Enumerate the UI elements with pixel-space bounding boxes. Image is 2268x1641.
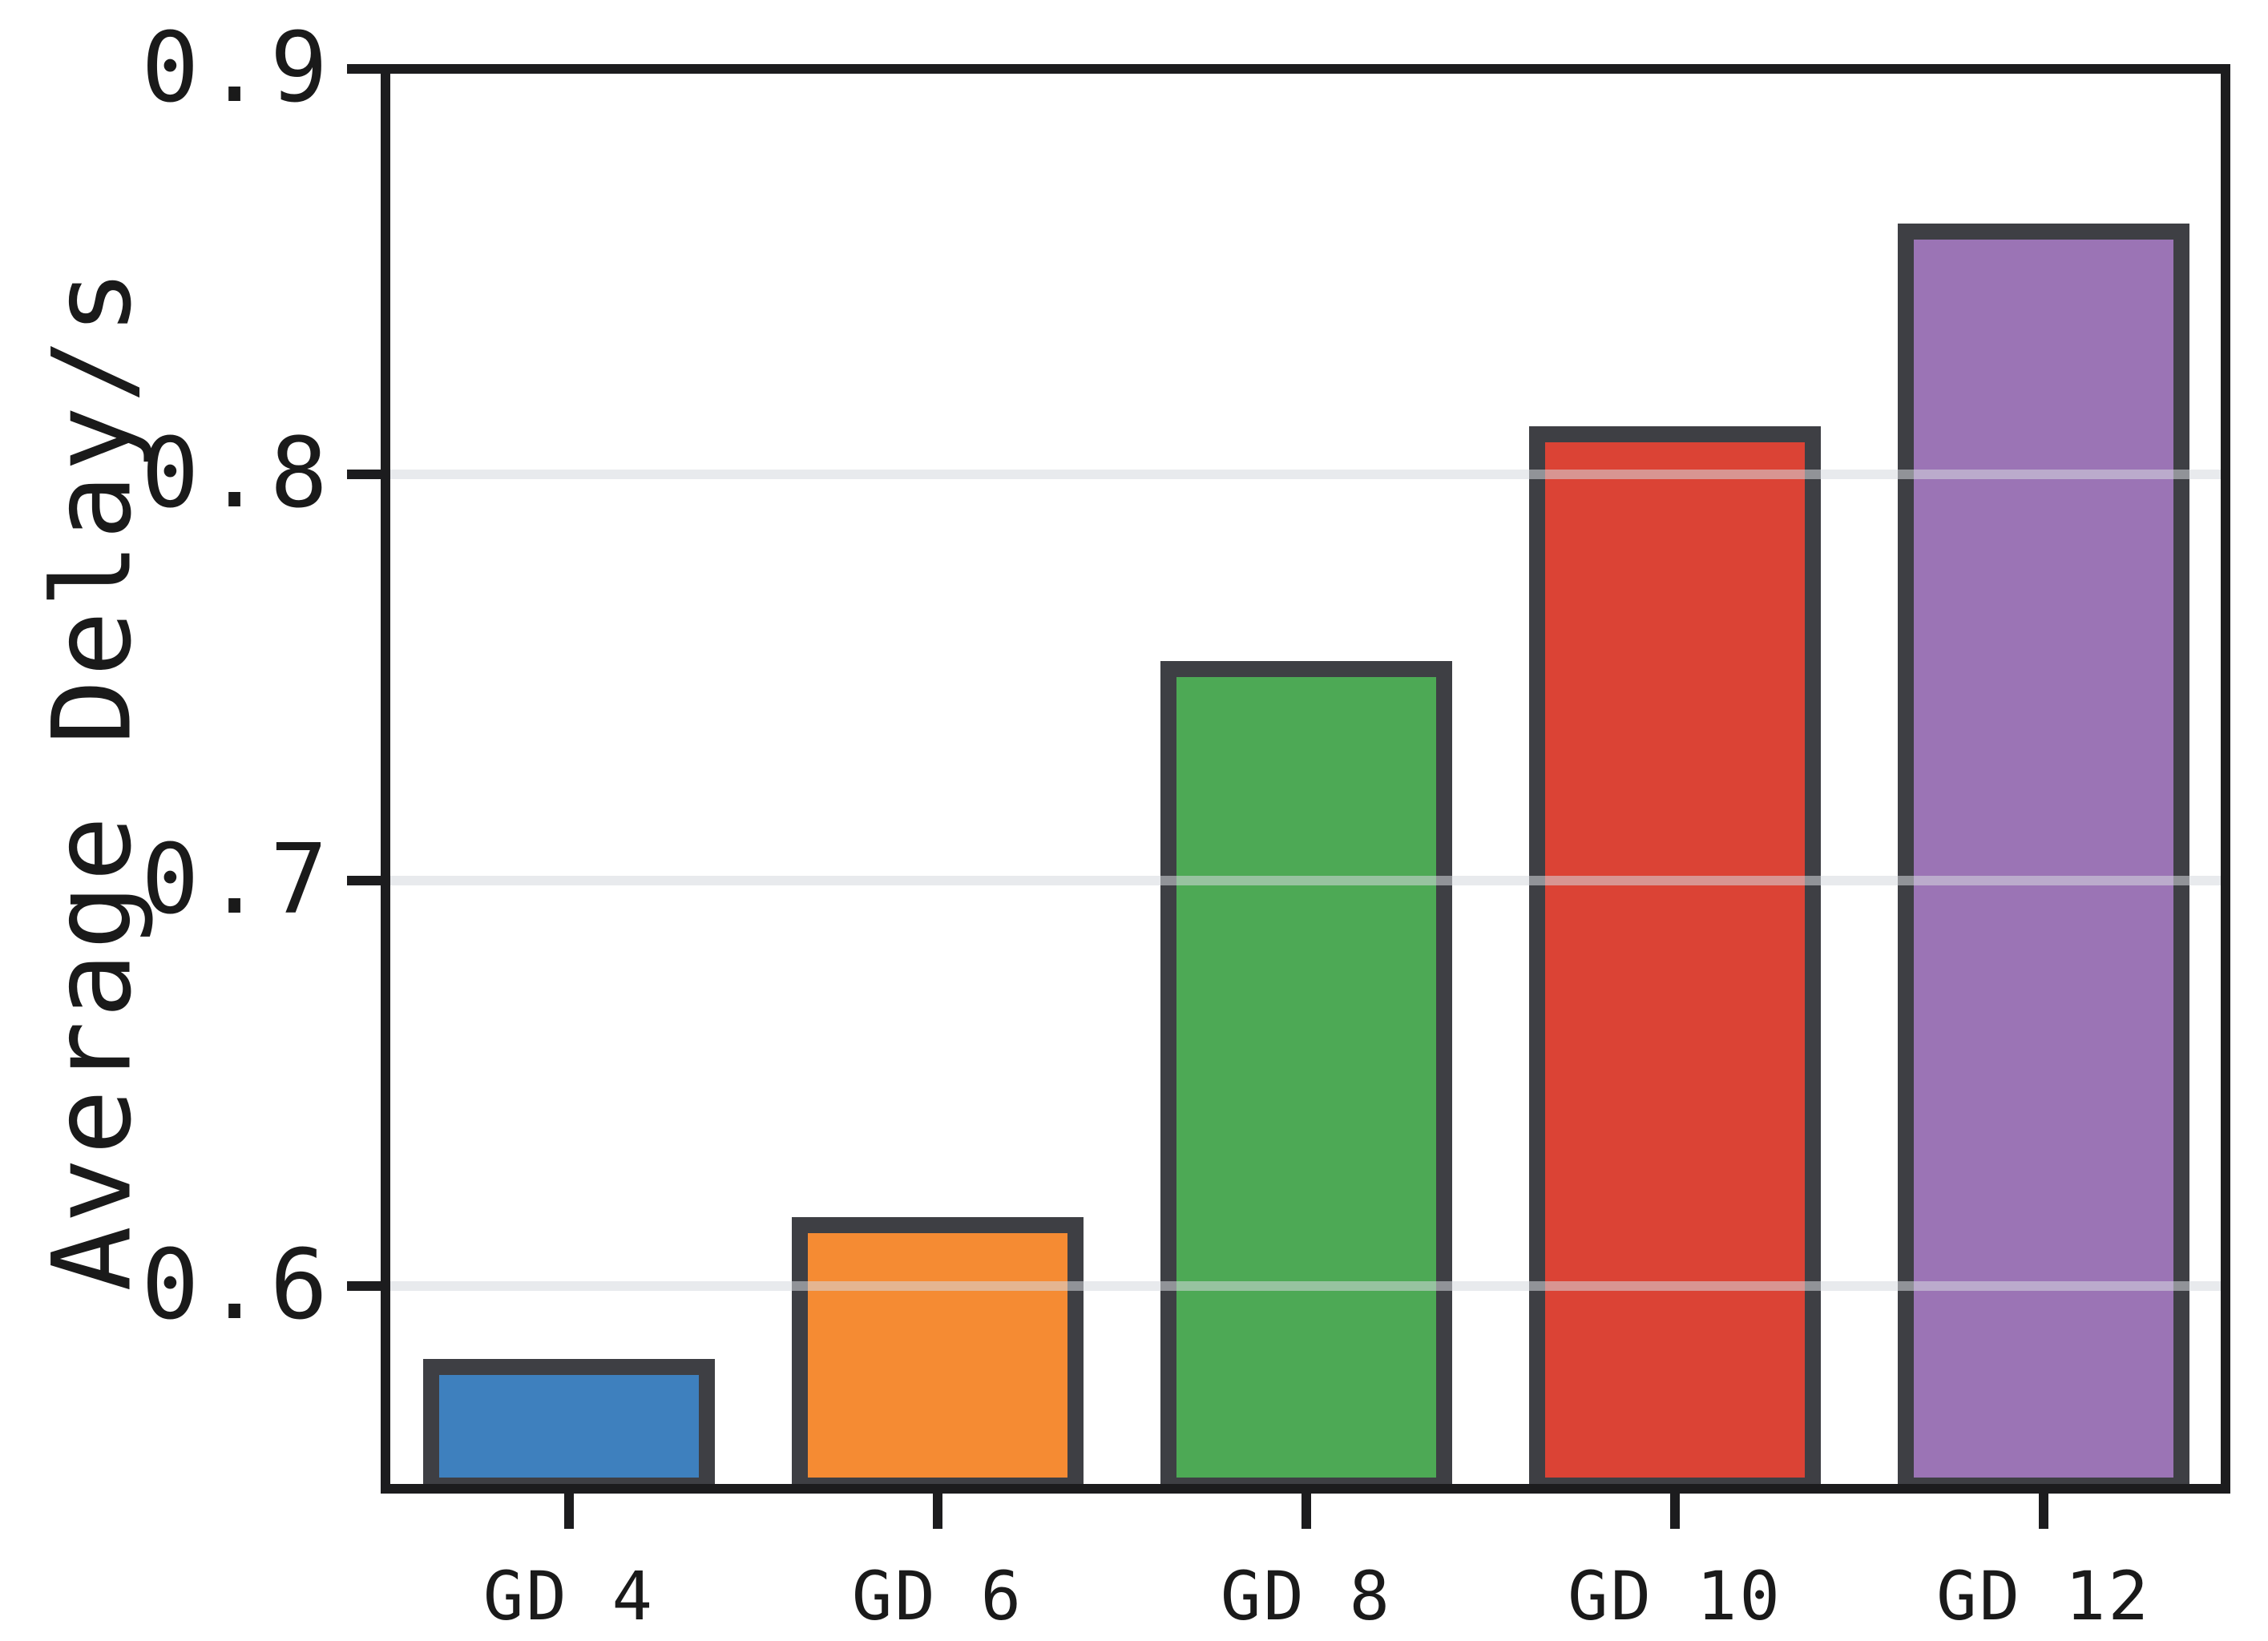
y-tick-0.9 [347,64,381,74]
x-tick-gd-12 [2039,1494,2048,1529]
gridline-y-0.8 [390,470,2221,480]
bar-gd-4 [423,1359,715,1494]
bar-gd-10 [1529,425,1821,1494]
y-axis-label: Average Delay/s [29,266,155,1292]
y-tick-0.8 [347,470,381,480]
y-tick-label-0.8: 0.8 [141,418,334,530]
x-tick-label-gd-6: GD 6 [851,1557,1024,1635]
y-tick-0.6 [347,1280,381,1291]
gridline-y-0.6 [390,1280,2221,1291]
x-tick-gd-4 [564,1494,574,1529]
x-tick-label-gd-8: GD 8 [1220,1557,1393,1635]
x-tick-gd-10 [1670,1494,1680,1529]
bar-gd-8 [1160,661,1452,1494]
x-tick-gd-8 [1301,1494,1311,1529]
x-tick-label-gd-10: GD 10 [1568,1557,1782,1635]
y-tick-label-0.7: 0.7 [141,824,334,936]
y-tick-0.7 [347,875,381,885]
y-tick-label-0.6: 0.6 [141,1229,334,1341]
x-tick-gd-6 [933,1494,942,1529]
x-tick-label-gd-4: GD 4 [482,1557,656,1635]
gridline-y-0.7 [390,875,2221,885]
x-tick-label-gd-12: GD 12 [1936,1557,2151,1635]
y-tick-label-0.9: 0.9 [141,13,334,124]
